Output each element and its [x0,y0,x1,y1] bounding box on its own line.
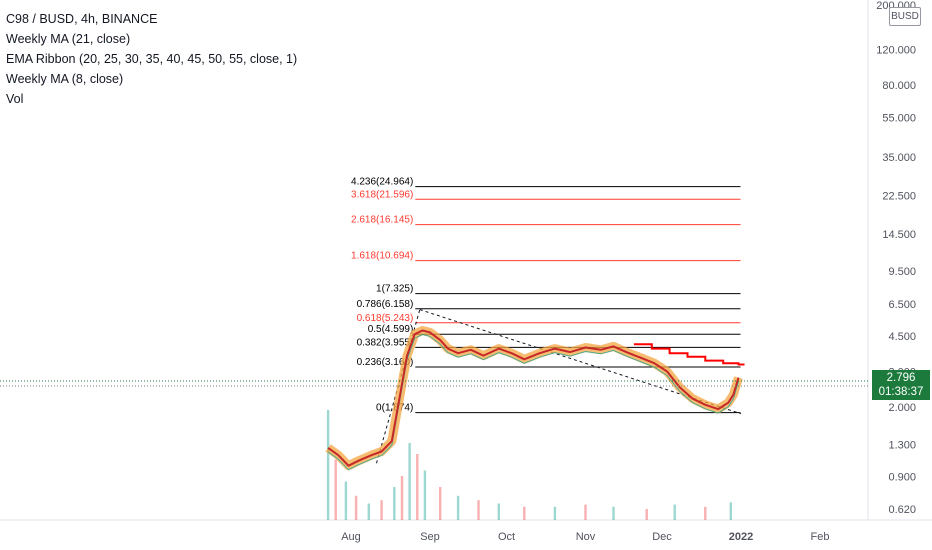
volume-bar [645,509,648,520]
price-tick-label: 120.000 [876,45,916,57]
time-tick-label: Sep [420,531,440,543]
fib-level-label: 0.236(3.160) [357,357,414,368]
time-axis: Aug Sep Oct Nov Dec 2022 Feb [341,531,829,543]
legend-indicator-ema-ribbon[interactable]: EMA Ribbon (20, 25, 30, 35, 40, 45, 50, … [6,52,298,66]
fib-level-label: 2.618(16.145) [351,215,413,226]
volume-bar [477,500,480,520]
fib-level-label: 3.618(21.596) [351,189,413,200]
volume-bar [380,500,383,520]
volume-bar [584,504,587,520]
price-tick-label: 9.500 [888,266,916,278]
current-price-tag: 2.796 01:38:37 [872,370,930,400]
price-tick-label: 14.500 [882,229,916,241]
volume-bar [497,503,500,520]
price-tick-label: 35.000 [882,152,916,164]
volume-bar [439,487,442,520]
price-tick-label: 0.620 [888,504,916,516]
price-tick-label: 2.000 [888,402,916,414]
bar-countdown: 01:38:37 [878,386,924,398]
time-tick-label: Dec [652,531,672,543]
volume-bar [673,504,676,520]
volume-bar [354,495,358,520]
volume-bar [344,481,348,520]
volume-bar [553,506,557,520]
time-tick-label: Feb [811,531,830,543]
volume-bar [523,506,526,520]
volume-bar [704,506,707,520]
volume-bars [326,410,732,520]
volume-bar [612,506,615,520]
price-tick-label: 6.500 [888,299,916,311]
fib-level-label: 1.618(10.694) [351,251,413,262]
price-tick-label: 4.500 [888,331,916,343]
price-tick-label: 1.300 [888,440,916,452]
fib-level-label: 0.618(5.243) [357,313,414,324]
legend-indicator-weekly-ma-21[interactable]: Weekly MA (21, close) [6,32,131,46]
price-tick-label: 22.500 [882,191,916,203]
volume-bar [423,470,427,520]
legend-indicator-volume[interactable]: Vol [6,92,24,106]
weekly-ma-21-line[interactable] [633,343,745,366]
time-tick-label: Oct [498,531,515,543]
price-tick-label: 80.000 [882,80,916,92]
time-tick-label: Nov [576,531,596,543]
fib-level-label: 0.382(3.955) [357,337,414,348]
price-tick-label: 55.000 [882,113,916,125]
chart-legend: C98 / BUSD, 4h, BINANCE Weekly MA (21, c… [6,9,297,109]
volume-bar [367,503,370,520]
candle-wicks-up [327,333,739,471]
volume-bar [326,410,330,520]
fibonacci-levels: 4.236(24.964)3.618(21.596) 2.618(16.145) 1… [351,177,741,414]
fib-level-label: 0.786(6.158) [357,299,414,310]
price-lines [325,326,745,471]
volume-bar [408,443,411,520]
price-tick-label: 0.900 [888,472,916,484]
volume-bar [456,495,460,520]
price-axis: 200.000120.00080.00055.00035.00022.50014… [876,0,916,516]
volume-bar [729,502,732,520]
fib-level-label: 0.5(4.599) [368,324,414,335]
time-tick-label: Aug [341,531,361,543]
price-line[interactable] [327,329,740,467]
legend-indicator-weekly-ma-8[interactable]: Weekly MA (8, close) [6,72,124,86]
fib-level-label: 4.236(24.964) [351,177,413,188]
time-tick-label: 2022 [729,531,753,543]
volume-bar [393,487,396,520]
volume-bar [334,459,337,520]
fib-level-label: 1(7.325) [376,284,413,295]
legend-symbol[interactable]: C98 / BUSD, 4h, BINANCE [6,12,158,26]
volume-bar [416,454,419,520]
price-unit-label[interactable]: BUSD [889,7,921,26]
current-price-value: 2.796 [886,372,916,384]
trendline[interactable] [419,309,742,415]
ema-ribbon [325,326,743,471]
volume-bar [400,476,404,520]
